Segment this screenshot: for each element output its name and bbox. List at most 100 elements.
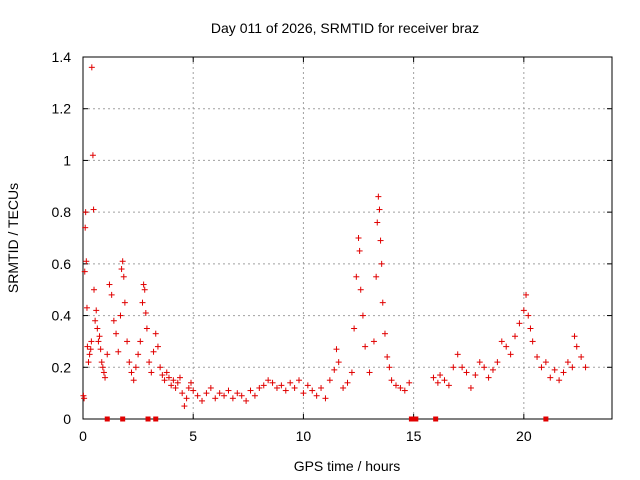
data-point <box>81 268 88 275</box>
data-point <box>93 307 100 314</box>
data-point <box>370 338 377 345</box>
data-point <box>104 351 111 358</box>
data-point <box>172 384 179 391</box>
zero-data-point <box>120 416 126 422</box>
data-point <box>512 333 519 340</box>
data-point <box>377 237 384 244</box>
x-tick-label: 5 <box>189 428 197 444</box>
data-point <box>582 364 589 371</box>
x-tick-label: 15 <box>406 428 422 444</box>
data-point <box>538 364 545 371</box>
data-point <box>335 359 342 366</box>
data-point <box>126 359 133 366</box>
data-point <box>118 266 125 273</box>
data-point <box>376 206 383 213</box>
data-point <box>85 359 92 366</box>
data-point <box>148 369 155 376</box>
zero-data-point <box>145 416 151 422</box>
zero-data-point <box>104 416 110 422</box>
data-point <box>359 312 366 319</box>
data-point <box>163 369 170 376</box>
data-point <box>137 338 144 345</box>
data-point <box>174 379 181 386</box>
data-point <box>463 369 470 376</box>
data-point <box>373 273 380 280</box>
tick-labels: 0 5 10 15 20 0 0.2 0.4 0.6 0.8 1 1.2 1.4 <box>52 49 532 444</box>
data-point <box>494 359 501 366</box>
data-point <box>318 384 325 391</box>
data-point <box>121 299 128 306</box>
data-point <box>344 379 351 386</box>
data-point <box>520 307 527 314</box>
data-point <box>117 312 124 319</box>
data-point <box>374 219 381 226</box>
data-point <box>523 291 530 298</box>
data-point <box>355 235 362 241</box>
y-tick-label: 1.4 <box>52 49 72 65</box>
zero-data-point <box>543 416 549 422</box>
data-point <box>507 351 514 358</box>
zero-data-point <box>153 416 159 422</box>
data-point <box>525 312 532 319</box>
data-point <box>278 382 285 389</box>
data-point <box>120 273 127 280</box>
data-point <box>161 377 168 384</box>
data-point <box>340 384 347 391</box>
x-tick-label: 20 <box>516 428 532 444</box>
data-point <box>88 338 95 345</box>
data-point <box>84 343 91 350</box>
data-point <box>441 377 448 384</box>
data-point <box>94 325 101 332</box>
data-point <box>326 377 333 384</box>
data-point <box>139 299 146 306</box>
data-point <box>287 379 294 386</box>
data-point <box>406 379 413 386</box>
data-point <box>304 382 311 389</box>
data-point <box>212 395 219 402</box>
data-points <box>80 64 589 422</box>
data-point <box>154 343 161 350</box>
data-point <box>110 317 117 324</box>
plot-frame <box>82 56 613 420</box>
data-point <box>573 343 580 350</box>
data-point <box>356 247 363 254</box>
data-point <box>534 353 541 360</box>
data-point <box>375 193 382 200</box>
data-point <box>551 366 558 373</box>
chart-title: Day 011 of 2026, SRMTID for receiver bra… <box>211 20 479 36</box>
data-point <box>333 346 340 353</box>
y-tick-label: 0.4 <box>52 308 72 324</box>
data-point <box>132 364 139 371</box>
data-point <box>256 384 263 391</box>
data-point <box>445 382 452 389</box>
data-point <box>159 372 166 379</box>
axis-ticks <box>82 56 612 420</box>
data-point <box>89 152 96 159</box>
data-point <box>140 281 147 288</box>
data-point <box>176 374 183 381</box>
data-point <box>142 309 149 316</box>
data-point <box>113 330 120 337</box>
data-point <box>547 374 554 381</box>
data-point <box>185 384 192 391</box>
data-point <box>80 392 87 399</box>
data-point <box>87 346 94 353</box>
data-point <box>564 359 571 366</box>
data-point <box>82 224 89 231</box>
data-point <box>472 372 479 379</box>
data-point <box>96 333 103 340</box>
data-point <box>529 338 536 345</box>
data-point <box>143 325 150 332</box>
data-point <box>99 364 106 371</box>
data-point <box>135 351 142 358</box>
data-point <box>83 258 90 265</box>
data-point <box>216 390 223 397</box>
data-point <box>97 346 104 353</box>
data-point <box>397 384 404 391</box>
y-tick-label: 0.2 <box>52 359 72 375</box>
data-point <box>91 286 98 293</box>
data-point <box>388 377 395 384</box>
data-point <box>102 374 109 381</box>
data-point <box>322 395 329 402</box>
data-point <box>128 369 135 376</box>
